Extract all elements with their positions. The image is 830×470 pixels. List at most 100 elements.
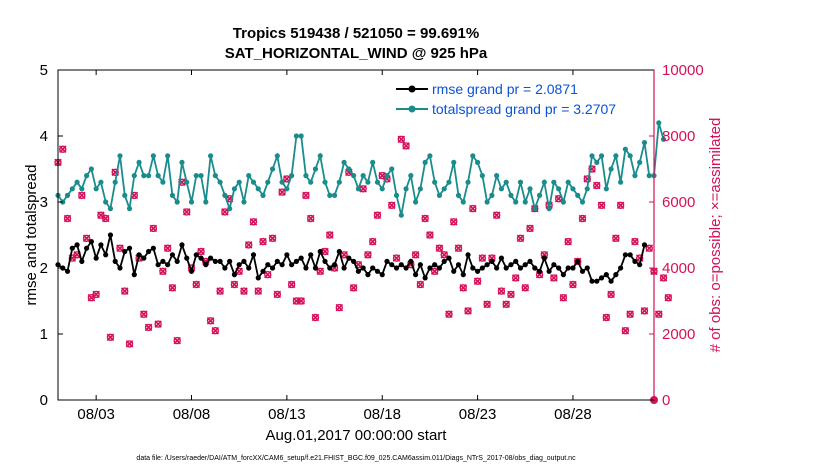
obs-assimilated-marker [159, 267, 167, 276]
legend-rmse-label: rmse grand pr = 2.0871 [432, 81, 578, 97]
obs-assimilated-marker [230, 280, 239, 289]
obs-assimilated-marker [626, 310, 634, 318]
obs-assimilated-stroke [254, 287, 263, 295]
totalspread-point [589, 153, 595, 159]
chart-title-line2: SAT_HORIZONTAL_WIND @ 925 hPa [225, 45, 488, 62]
obs-assimilated-marker [321, 247, 329, 256]
rmse-point [503, 265, 509, 271]
obs-assimilated-stroke [454, 244, 463, 252]
obs-possible-marker [197, 247, 205, 256]
obs-assimilated-stroke [521, 284, 530, 292]
obs-assimilated-stroke [445, 310, 453, 318]
obs-assimilated-marker [655, 310, 663, 318]
obs-assimilated-stroke [82, 234, 91, 243]
totalspread-point [403, 186, 409, 192]
y-left-tick-label: 5 [40, 62, 48, 79]
y-right-tick-label: 10000 [662, 62, 704, 79]
obs-assimilated-marker [631, 237, 639, 246]
totalspread-point [632, 173, 638, 179]
obs-assimilated-marker [459, 284, 468, 292]
obs-assimilated-marker [569, 280, 577, 289]
legend-spread-label: totalspread grand pr = 3.2707 [432, 101, 616, 117]
rmse-point [484, 262, 490, 268]
obs-possible-marker [259, 237, 267, 246]
obs-assimilated-marker [97, 211, 105, 219]
obs-assimilated-stroke [564, 237, 572, 246]
rmse-point [207, 255, 214, 261]
obs-possible-marker [593, 181, 601, 190]
rmse-point [165, 262, 171, 268]
rmse-point [360, 265, 366, 271]
totalspread-point [317, 153, 323, 159]
y-right-tick-label: 6000 [662, 194, 695, 211]
obs-assimilated-stroke [197, 247, 205, 256]
totalspread-point [289, 173, 295, 179]
obs-assimilated-stroke [464, 307, 472, 315]
obs-possible-marker [602, 313, 611, 322]
obs-assimilated-marker [278, 188, 286, 196]
obs-assimilated-marker [421, 214, 429, 223]
obs-assimilated-stroke [373, 211, 382, 219]
obs-assimilated-marker [597, 201, 606, 210]
obs-assimilated-marker [101, 214, 110, 223]
obs-possible-marker [426, 231, 434, 239]
obs-possible-marker [230, 280, 239, 289]
totalspread-point [551, 179, 557, 185]
rmse-point [136, 252, 142, 258]
x-tick-label: 08/03 [77, 406, 115, 423]
obs-assimilated-marker [92, 290, 100, 299]
obs-assimilated-marker [359, 185, 367, 193]
totalspread-point [365, 179, 371, 185]
obs-assimilated-marker [120, 287, 129, 295]
totalspread-point [660, 136, 667, 142]
rmse-point [293, 258, 299, 264]
obs-possible-marker [106, 333, 115, 341]
obs-assimilated-stroke [106, 333, 115, 342]
totalspread-point [293, 133, 299, 139]
obs-assimilated-stroke [569, 280, 577, 289]
rmse-point [393, 265, 400, 271]
rmse-point [575, 258, 581, 264]
obs-assimilated-marker [454, 244, 463, 252]
obs-assimilated-stroke [302, 191, 310, 200]
obs-assimilated-marker [244, 241, 253, 249]
totalspread-point [608, 166, 614, 172]
obs-assimilated-stroke [259, 237, 267, 246]
obs-assimilated-stroke [640, 307, 649, 315]
y-left-tick-label: 0 [40, 392, 48, 409]
obs-assimilated-stroke [230, 280, 239, 289]
totalspread-point [374, 179, 381, 185]
totalspread-point [627, 153, 633, 159]
totalspread-point [384, 173, 390, 179]
rmse-point [217, 258, 223, 264]
obs-assimilated-marker [259, 237, 267, 246]
obs-assimilated-marker [316, 267, 325, 276]
totalspread-point [74, 179, 80, 185]
obs-assimilated-stroke [655, 310, 663, 318]
obs-assimilated-marker [612, 234, 620, 243]
totalspread-point [255, 186, 261, 192]
obs-assimilated-marker [340, 251, 348, 259]
totalspread-point [646, 173, 652, 179]
totalspread-point [546, 206, 552, 212]
x-tick-label: 08/28 [554, 406, 592, 423]
totalspread-point [498, 186, 505, 192]
rmse-point [408, 258, 414, 264]
obs-assimilated-stroke [368, 237, 377, 246]
totalspread-point [98, 179, 104, 185]
obs-possible-marker [569, 280, 577, 289]
obs-assimilated-marker [516, 234, 525, 243]
obs-assimilated-stroke [478, 254, 487, 262]
rmse-point [260, 268, 266, 274]
rmse-point [474, 268, 481, 274]
rmse-point [451, 268, 457, 274]
obs-possible-marker [588, 165, 596, 173]
totalspread-point [336, 179, 342, 185]
totalspread-point [393, 192, 400, 198]
obs-possible-marker [469, 204, 477, 213]
obs-assimilated-stroke [340, 251, 348, 259]
obs-assimilated-marker [645, 244, 653, 252]
totalspread-point [260, 192, 266, 198]
obs-possible-marker [402, 142, 410, 150]
